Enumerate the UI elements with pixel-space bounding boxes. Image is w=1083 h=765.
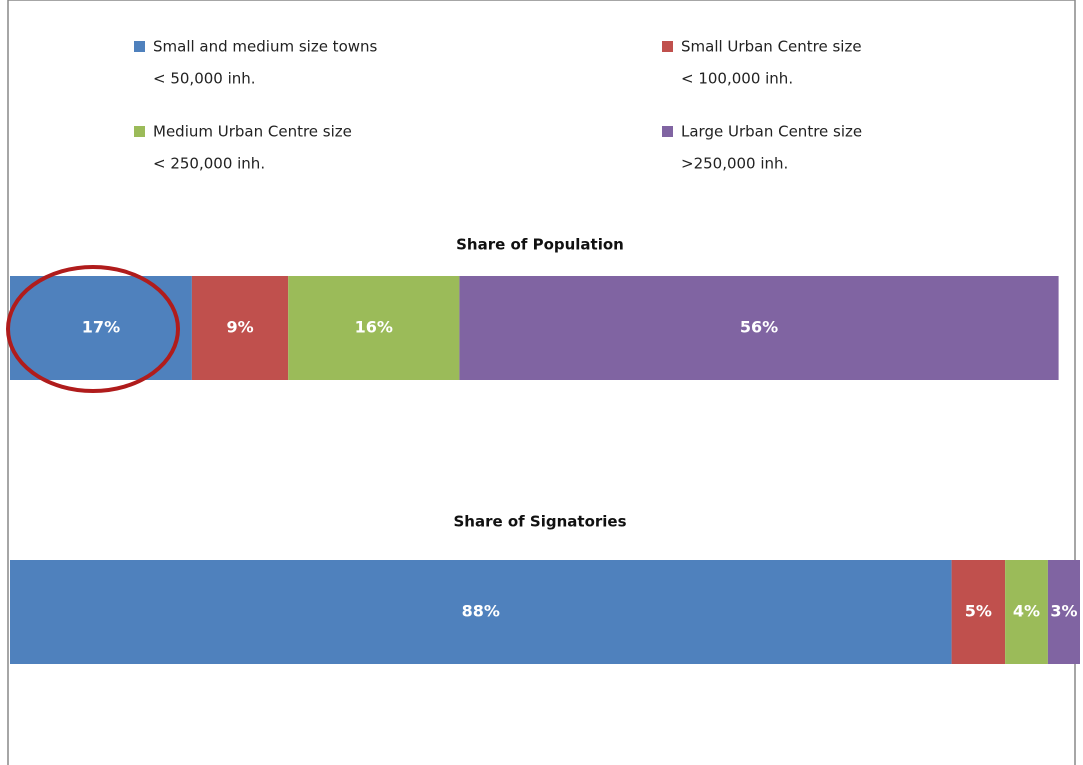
- legend-swatch: [662, 126, 673, 137]
- legend-swatch: [134, 41, 145, 52]
- legend-swatch: [662, 41, 673, 52]
- legend-label: Small Urban Centre size: [681, 38, 862, 56]
- bar-segment: [10, 560, 952, 664]
- plot: Small and medium size towns < 50,000 inh.…: [10, 38, 1080, 664]
- bar-segment: [288, 276, 460, 380]
- legend-label: Large Urban Centre size: [681, 123, 862, 141]
- legend-sublabel: < 250,000 inh.: [153, 155, 265, 173]
- value-label: 16%: [355, 318, 393, 337]
- value-label: 56%: [740, 318, 778, 337]
- value-label: 3%: [1050, 602, 1077, 621]
- legend-label: Medium Urban Centre size: [153, 123, 352, 141]
- value-label: 5%: [965, 602, 992, 621]
- value-label: 4%: [1013, 602, 1040, 621]
- legend-label: Small and medium size towns: [153, 38, 378, 56]
- chart-frame: [7, 0, 1076, 765]
- bar-segment: [191, 276, 289, 380]
- bar-segment: [1047, 560, 1080, 664]
- bar-title: Share of Population: [456, 236, 624, 254]
- legend-sublabel: < 50,000 inh.: [153, 70, 256, 88]
- value-label: 88%: [462, 602, 500, 621]
- legend-sublabel: < 100,000 inh.: [681, 70, 793, 88]
- value-label: 17%: [82, 318, 120, 337]
- bar-segment: [1005, 560, 1048, 664]
- legend-swatch: [134, 126, 145, 137]
- bar-segment: [951, 560, 1006, 664]
- value-label: 9%: [226, 318, 253, 337]
- highlight-circle: [6, 265, 180, 393]
- legend-sublabel: >250,000 inh.: [681, 155, 788, 173]
- bar-segment: [459, 276, 1059, 380]
- bar-title: Share of Signatories: [453, 513, 626, 531]
